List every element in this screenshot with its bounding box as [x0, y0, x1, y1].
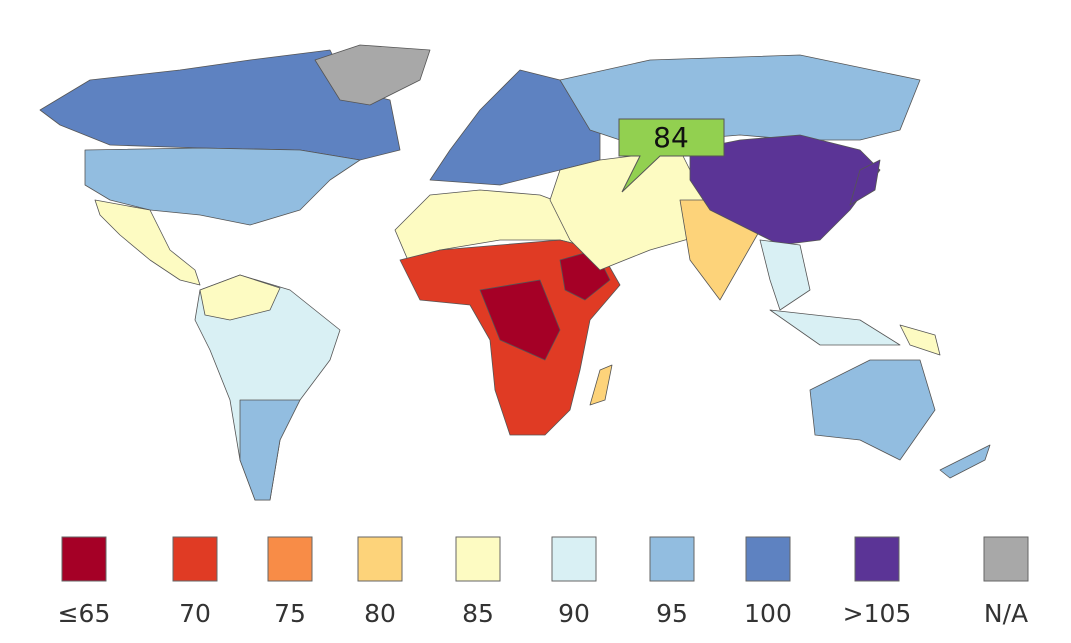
russia — [559, 54, 921, 141]
papua-new-guinea — [899, 324, 941, 356]
legend-swatch — [267, 536, 313, 582]
legend: ≤65 70 75 80 85 90 95 100 >105 N/A — [58, 536, 1029, 628]
new-zealand — [939, 444, 991, 479]
callout-box — [618, 118, 725, 193]
mexico — [94, 199, 201, 286]
legend-swatch — [745, 536, 791, 582]
japan — [849, 159, 881, 206]
canada — [39, 49, 401, 161]
legend-swatch — [649, 536, 695, 582]
legend-label: 80 — [364, 599, 396, 628]
southeast-asia — [759, 239, 811, 311]
legend-label: >105 — [843, 599, 912, 628]
countries — [39, 44, 991, 501]
greenland — [314, 44, 431, 106]
legend-swatch — [551, 536, 597, 582]
colombia-venezuela — [199, 274, 281, 321]
legend-label: 90 — [558, 599, 590, 628]
legend-swatch — [357, 536, 403, 582]
legend-swatch — [983, 536, 1029, 582]
legend-swatch — [61, 536, 107, 582]
callout-value: 84 — [653, 121, 689, 154]
callout: 84 — [618, 118, 725, 193]
legend-label: 85 — [462, 599, 494, 628]
china — [689, 134, 881, 246]
legend-label: 75 — [274, 599, 306, 628]
legend-swatch — [455, 536, 501, 582]
legend-swatch — [172, 536, 218, 582]
indonesia — [769, 309, 901, 346]
legend-label: N/A — [984, 599, 1028, 628]
madagascar — [589, 364, 613, 406]
legend-label: 95 — [656, 599, 688, 628]
legend-swatch — [854, 536, 900, 582]
central-africa — [479, 279, 561, 361]
legend-label: ≤65 — [58, 599, 111, 628]
legend-label: 100 — [744, 599, 792, 628]
united-states — [84, 147, 361, 226]
legend-label: 70 — [179, 599, 211, 628]
australia — [809, 359, 936, 461]
argentina-chile — [239, 399, 301, 501]
